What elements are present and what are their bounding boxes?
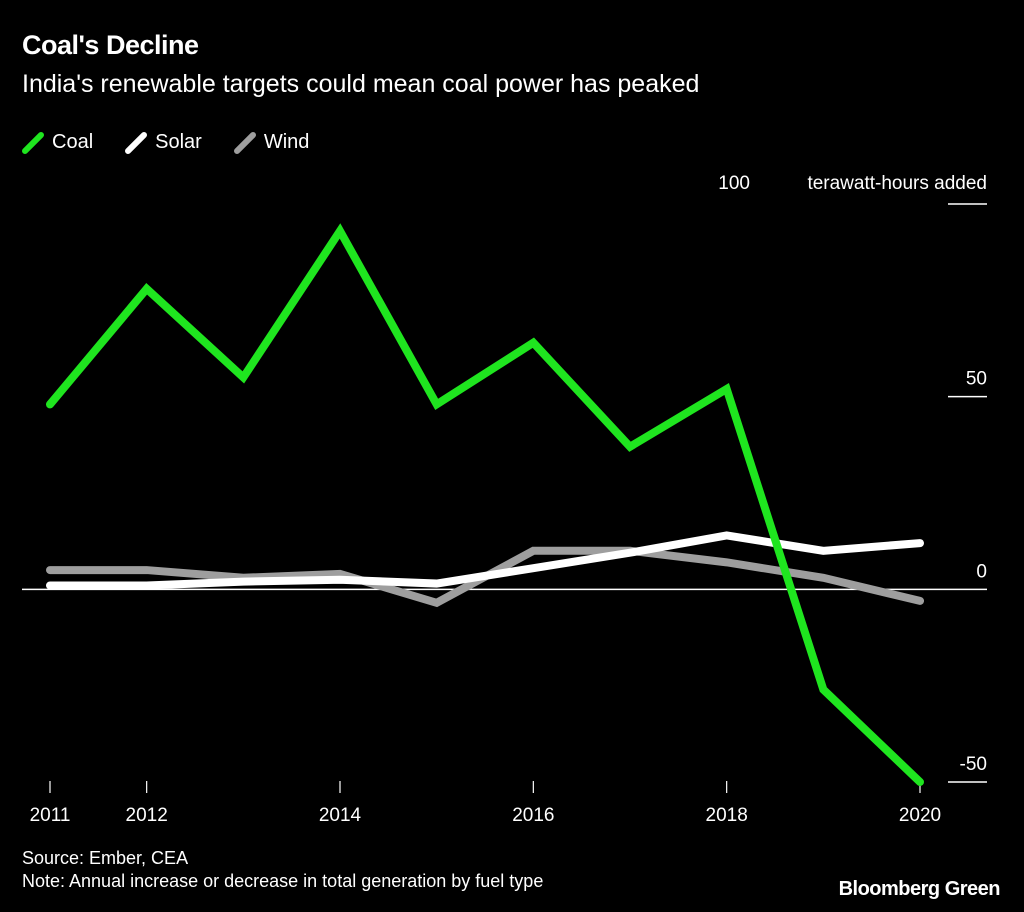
x-tick-label: 2020 [899, 805, 941, 826]
x-tick-label: 2014 [319, 805, 362, 826]
brand-logo: Bloomberg Green [838, 878, 1001, 900]
footer: Source: Ember, CEA Note: Annual increase… [22, 847, 543, 893]
y-tick-label: 0 [976, 561, 987, 582]
y-tick-label: 100 [718, 173, 750, 194]
x-tick-label: 2012 [126, 805, 168, 826]
y-tick-label: -50 [960, 754, 987, 775]
coal-swatch-icon [22, 131, 44, 154]
source-note: Source: Ember, CEA [22, 848, 189, 868]
data-note: Note: Annual increase or decrease in tot… [22, 871, 544, 891]
legend-label: Solar [155, 131, 202, 153]
x-tick-label: 2016 [512, 805, 554, 826]
wind-swatch-icon [233, 131, 256, 154]
solar-swatch-icon [125, 131, 148, 154]
legend-item-coal: Coal [22, 131, 93, 154]
x-tick-label: 2018 [706, 805, 748, 826]
legend: Coal Solar Wind [22, 131, 309, 154]
series-layer [46, 223, 924, 786]
legend-label: Coal [52, 131, 94, 153]
x-tick-label: 2011 [30, 805, 71, 826]
chart-subtitle: India's renewable targets could mean coa… [22, 70, 700, 98]
legend-label: Wind [263, 131, 310, 153]
series-line-coal [46, 223, 924, 786]
axis-layer: 100 50 0 -50 terawatt-hours added 2011 2012 201… [22, 173, 987, 826]
legend-item-wind: Wind [233, 131, 310, 154]
chart-title: Coal's Decline [22, 30, 199, 60]
y-tick-label: 50 [966, 369, 987, 390]
legend-item-solar: Solar [125, 131, 202, 154]
y-axis-unit-label: terawatt-hours added [807, 173, 987, 194]
